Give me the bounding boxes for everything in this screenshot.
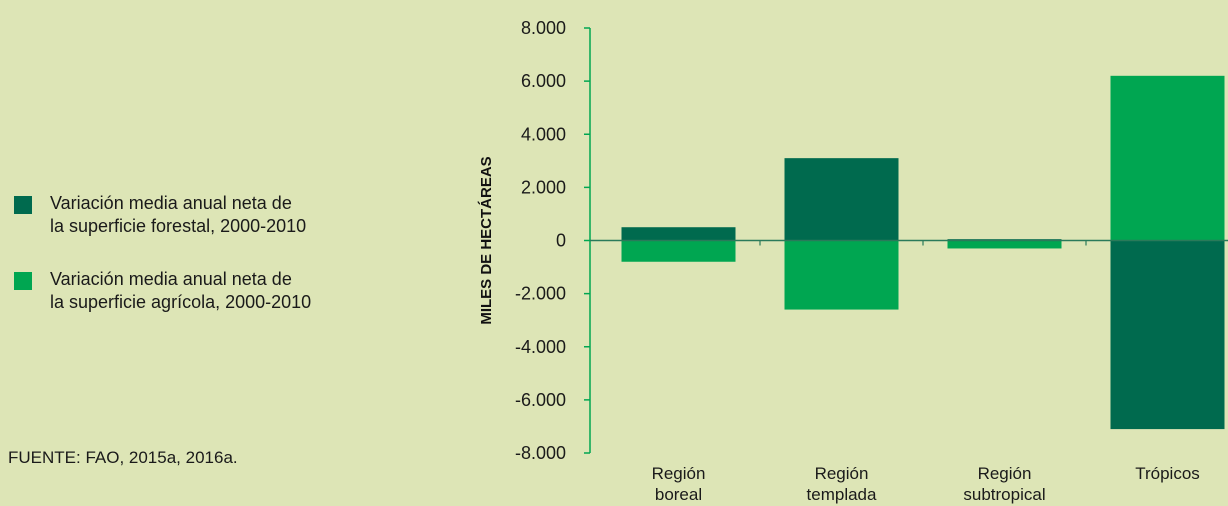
source-note: FUENTE: FAO, 2015a, 2016a.	[8, 448, 238, 467]
x-tick-label: Trópicos	[1135, 464, 1200, 483]
legend-swatch-agri	[14, 272, 32, 290]
y-tick-label: 8.000	[521, 18, 566, 38]
legend: Variación media anual neta de la superfi…	[14, 192, 394, 344]
x-tick-label-line: templada	[807, 485, 877, 504]
bar-forest-0	[621, 227, 736, 241]
y-tick-label: -6.000	[515, 390, 566, 410]
legend-item-forest: Variación media anual neta de la superfi…	[14, 192, 394, 238]
x-tick-label-line: Región	[815, 464, 869, 483]
x-tick-label: Región templada	[807, 464, 877, 504]
legend-swatch-forest	[14, 196, 32, 214]
x-tick-label-line: Región	[978, 464, 1032, 483]
y-tick-label: 2.000	[521, 177, 566, 197]
x-tick-label-line: subtropical	[963, 485, 1045, 504]
y-axis-label: MILES DE HECTÁREAS	[478, 156, 495, 324]
x-tick-label: Región boreal	[652, 464, 706, 504]
legend-item-agri: Variación media anual neta de la superfi…	[14, 268, 394, 314]
x-tick-label-line: Región	[652, 464, 706, 483]
bar-forest-1	[784, 158, 899, 241]
x-tick-label: Región subtropical	[963, 464, 1045, 504]
bar-agri-3	[1110, 75, 1225, 241]
bar-agri-0	[621, 240, 736, 262]
y-tick-label: -2.000	[515, 284, 566, 304]
x-tick-label-line: boreal	[655, 485, 702, 504]
y-tick-label: 6.000	[521, 71, 566, 91]
bar-agri-1	[784, 240, 899, 310]
bar-agri-2	[947, 240, 1062, 249]
legend-label-forest: Variación media anual neta de la superfi…	[50, 193, 307, 236]
legend-label-agri: Variación media anual neta de la superfi…	[50, 269, 312, 312]
y-tick-label: 4.000	[521, 124, 566, 144]
y-tick-label: 0	[556, 231, 566, 251]
x-tick-label-line: Trópicos	[1135, 464, 1200, 483]
bar-forest-3	[1110, 240, 1225, 430]
y-tick-label: -8.000	[515, 443, 566, 463]
y-tick-label: -4.000	[515, 337, 566, 357]
